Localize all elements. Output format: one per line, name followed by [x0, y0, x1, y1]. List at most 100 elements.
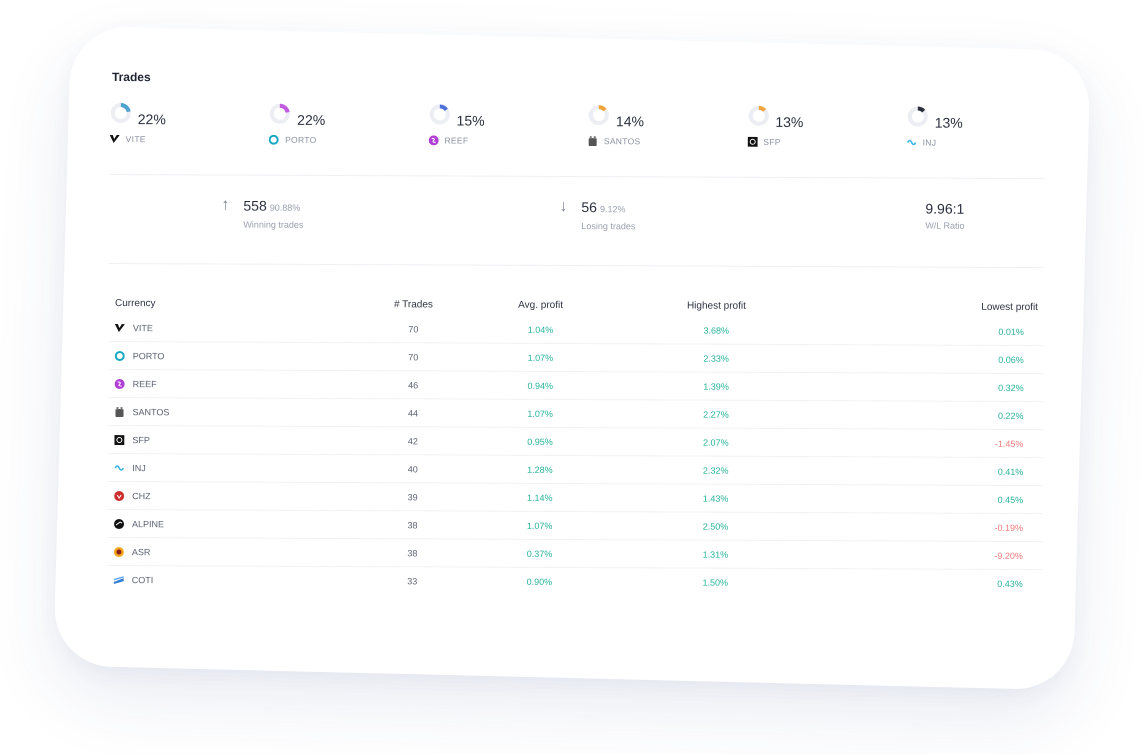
cell-lowest-profit: 0.01%	[998, 326, 1024, 337]
winning-trades-stat: ↑ 558 90.88% Winning trades	[221, 196, 303, 229]
cell-highest-profit: 1.50%	[612, 567, 818, 597]
currency-symbol: ASR	[131, 546, 151, 557]
cell-trades: 39	[358, 482, 467, 512]
donut-top: 15%	[429, 99, 549, 129]
cell-currency: SFP	[108, 425, 360, 455]
donut-ring	[747, 105, 769, 127]
currency-symbol: PORTO	[132, 350, 165, 361]
donut-segment	[748, 105, 769, 126]
cell-lowest-profit: 0.32%	[818, 372, 1044, 402]
donut-top: 13%	[747, 101, 867, 131]
donut-item: 22% VITE	[109, 98, 230, 145]
cell-highest-profit: 1.43%	[612, 483, 819, 513]
vite-logo-icon	[109, 134, 120, 144]
cell-lowest-profit: 0.41%	[818, 456, 1044, 486]
table-row[interactable]: PORTO 70 1.07% 2.33% 0.06%	[108, 341, 1044, 374]
cell-avg-profit: 0.90%	[466, 567, 613, 596]
wl-ratio-value: 9.96:1	[925, 200, 965, 217]
donut-ring	[110, 102, 132, 124]
donut-symbol: VITE	[125, 134, 146, 145]
cell-highest-profit: 2.27%	[613, 399, 819, 429]
donut-chart	[429, 104, 450, 125]
header-currency[interactable]: Currency	[114, 297, 156, 309]
table-row[interactable]: SANTOS 44 1.07% 2.27% 0.22%	[108, 397, 1044, 430]
alpine-logo-icon	[114, 518, 125, 529]
donut-chart	[588, 105, 609, 126]
table-row[interactable]: REEF 46 0.94% 1.39% 0.32%	[108, 369, 1044, 402]
donut-label: SANTOS	[588, 136, 708, 147]
cell-currency: ALPINE	[107, 509, 359, 539]
donut-symbol: SFP	[763, 136, 781, 147]
table-row[interactable]: VITE 70 1.04% 3.68% 0.01%	[109, 314, 1044, 346]
donut-percent: 14%	[615, 113, 645, 130]
donut-segment	[270, 103, 291, 124]
table-row[interactable]: ASR 38 0.37% 1.31% -9.20%	[107, 537, 1043, 570]
donut-top: 22%	[269, 99, 389, 128]
currency-symbol: VITE	[132, 322, 153, 333]
table-row[interactable]: SFP 42 0.95% 2.07% -1.45%	[108, 425, 1044, 458]
sfp-logo-icon	[114, 434, 125, 445]
reef-logo-icon	[428, 135, 439, 146]
donut-label: PORTO	[269, 134, 389, 146]
wl-ratio-stat: 9.96:1 W/L Ratio	[925, 201, 964, 231]
donut-segment	[429, 104, 450, 125]
donut-chart	[270, 103, 291, 124]
cell-avg-profit: 1.04%	[527, 324, 554, 335]
losing-count: 56	[581, 199, 598, 216]
cell-trades: 70	[359, 342, 468, 372]
cell-currency: VITE	[109, 314, 360, 343]
arrow-up-icon: ↑	[221, 196, 230, 214]
header-trades[interactable]: # Trades	[393, 298, 433, 310]
inj-logo-icon	[906, 137, 917, 147]
losing-label: Losing trades	[581, 221, 636, 232]
donut-chart	[110, 103, 131, 124]
porto-logo-icon	[114, 350, 125, 361]
cell-highest-profit: 1.31%	[612, 539, 818, 569]
winning-percent: 90.88%	[269, 202, 301, 213]
cell-trades: 33	[358, 566, 467, 595]
donut-top: 14%	[588, 100, 708, 130]
donut-label: SFP	[747, 136, 867, 148]
table-row[interactable]: INJ 40 1.28% 2.32% 0.41%	[108, 453, 1044, 486]
currency-symbol: REEF	[132, 378, 157, 389]
cell-trades: 40	[358, 454, 467, 484]
header-lowest-profit[interactable]: Lowest profit	[981, 301, 1038, 313]
cell-currency: REEF	[108, 369, 360, 399]
donut-percent: 13%	[775, 113, 804, 131]
currency-symbol: INJ	[132, 462, 146, 473]
table-row[interactable]: CHZ 39 1.14% 1.43% 0.45%	[108, 481, 1044, 514]
cell-avg-profit: 0.37%	[466, 539, 613, 568]
trades-panel: Trades 22% VITE 22% PORTO 15% REEF 14% SANTOS 13…	[107, 70, 1045, 598]
header-highest-profit[interactable]: Highest profit	[686, 300, 746, 312]
table-row[interactable]: ALPINE 38 1.07% 2.50% -0.19%	[107, 509, 1044, 542]
cell-avg-profit: 1.07%	[466, 511, 613, 540]
coti-logo-icon	[113, 575, 124, 585]
donut-ring	[269, 103, 291, 125]
wl-ratio-label: W/L Ratio	[925, 220, 965, 231]
donut-top: 13%	[907, 101, 1027, 131]
cell-lowest-profit: 0.43%	[817, 568, 1043, 598]
header-avg-profit[interactable]: Avg. profit	[518, 299, 564, 311]
currency-symbol: SFP	[132, 434, 150, 445]
cell-trades: 42	[358, 426, 467, 456]
donut-ring	[907, 105, 929, 127]
currency-symbol: SANTOS	[132, 406, 170, 417]
donut-percent: 15%	[456, 112, 485, 129]
donut-segment	[907, 106, 928, 127]
santos-logo-icon	[588, 136, 598, 147]
currency-symbol: ALPINE	[131, 518, 165, 529]
cell-currency: CHZ	[108, 481, 359, 511]
table-row[interactable]: COTI 33 0.90% 1.50% 0.43%	[107, 565, 1043, 598]
donut-item: 13% SFP	[747, 101, 867, 148]
donut-symbol: PORTO	[285, 134, 317, 145]
cell-currency: PORTO	[108, 341, 360, 371]
donut-symbol: SANTOS	[603, 136, 641, 147]
porto-logo-icon	[269, 134, 280, 145]
donut-label: INJ	[906, 137, 1027, 148]
losing-percent: 9.12%	[599, 204, 626, 215]
cell-avg-profit: 0.95%	[466, 427, 614, 456]
donut-row: 22% VITE 22% PORTO 15% REEF 14% SANTOS 13% SFP 13%…	[109, 98, 1045, 148]
donut-segment	[588, 105, 609, 126]
donut-percent: 22%	[297, 111, 326, 128]
cell-trades: 44	[359, 398, 467, 428]
